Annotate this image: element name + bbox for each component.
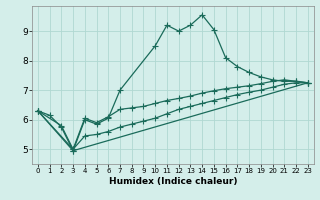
X-axis label: Humidex (Indice chaleur): Humidex (Indice chaleur) <box>108 177 237 186</box>
